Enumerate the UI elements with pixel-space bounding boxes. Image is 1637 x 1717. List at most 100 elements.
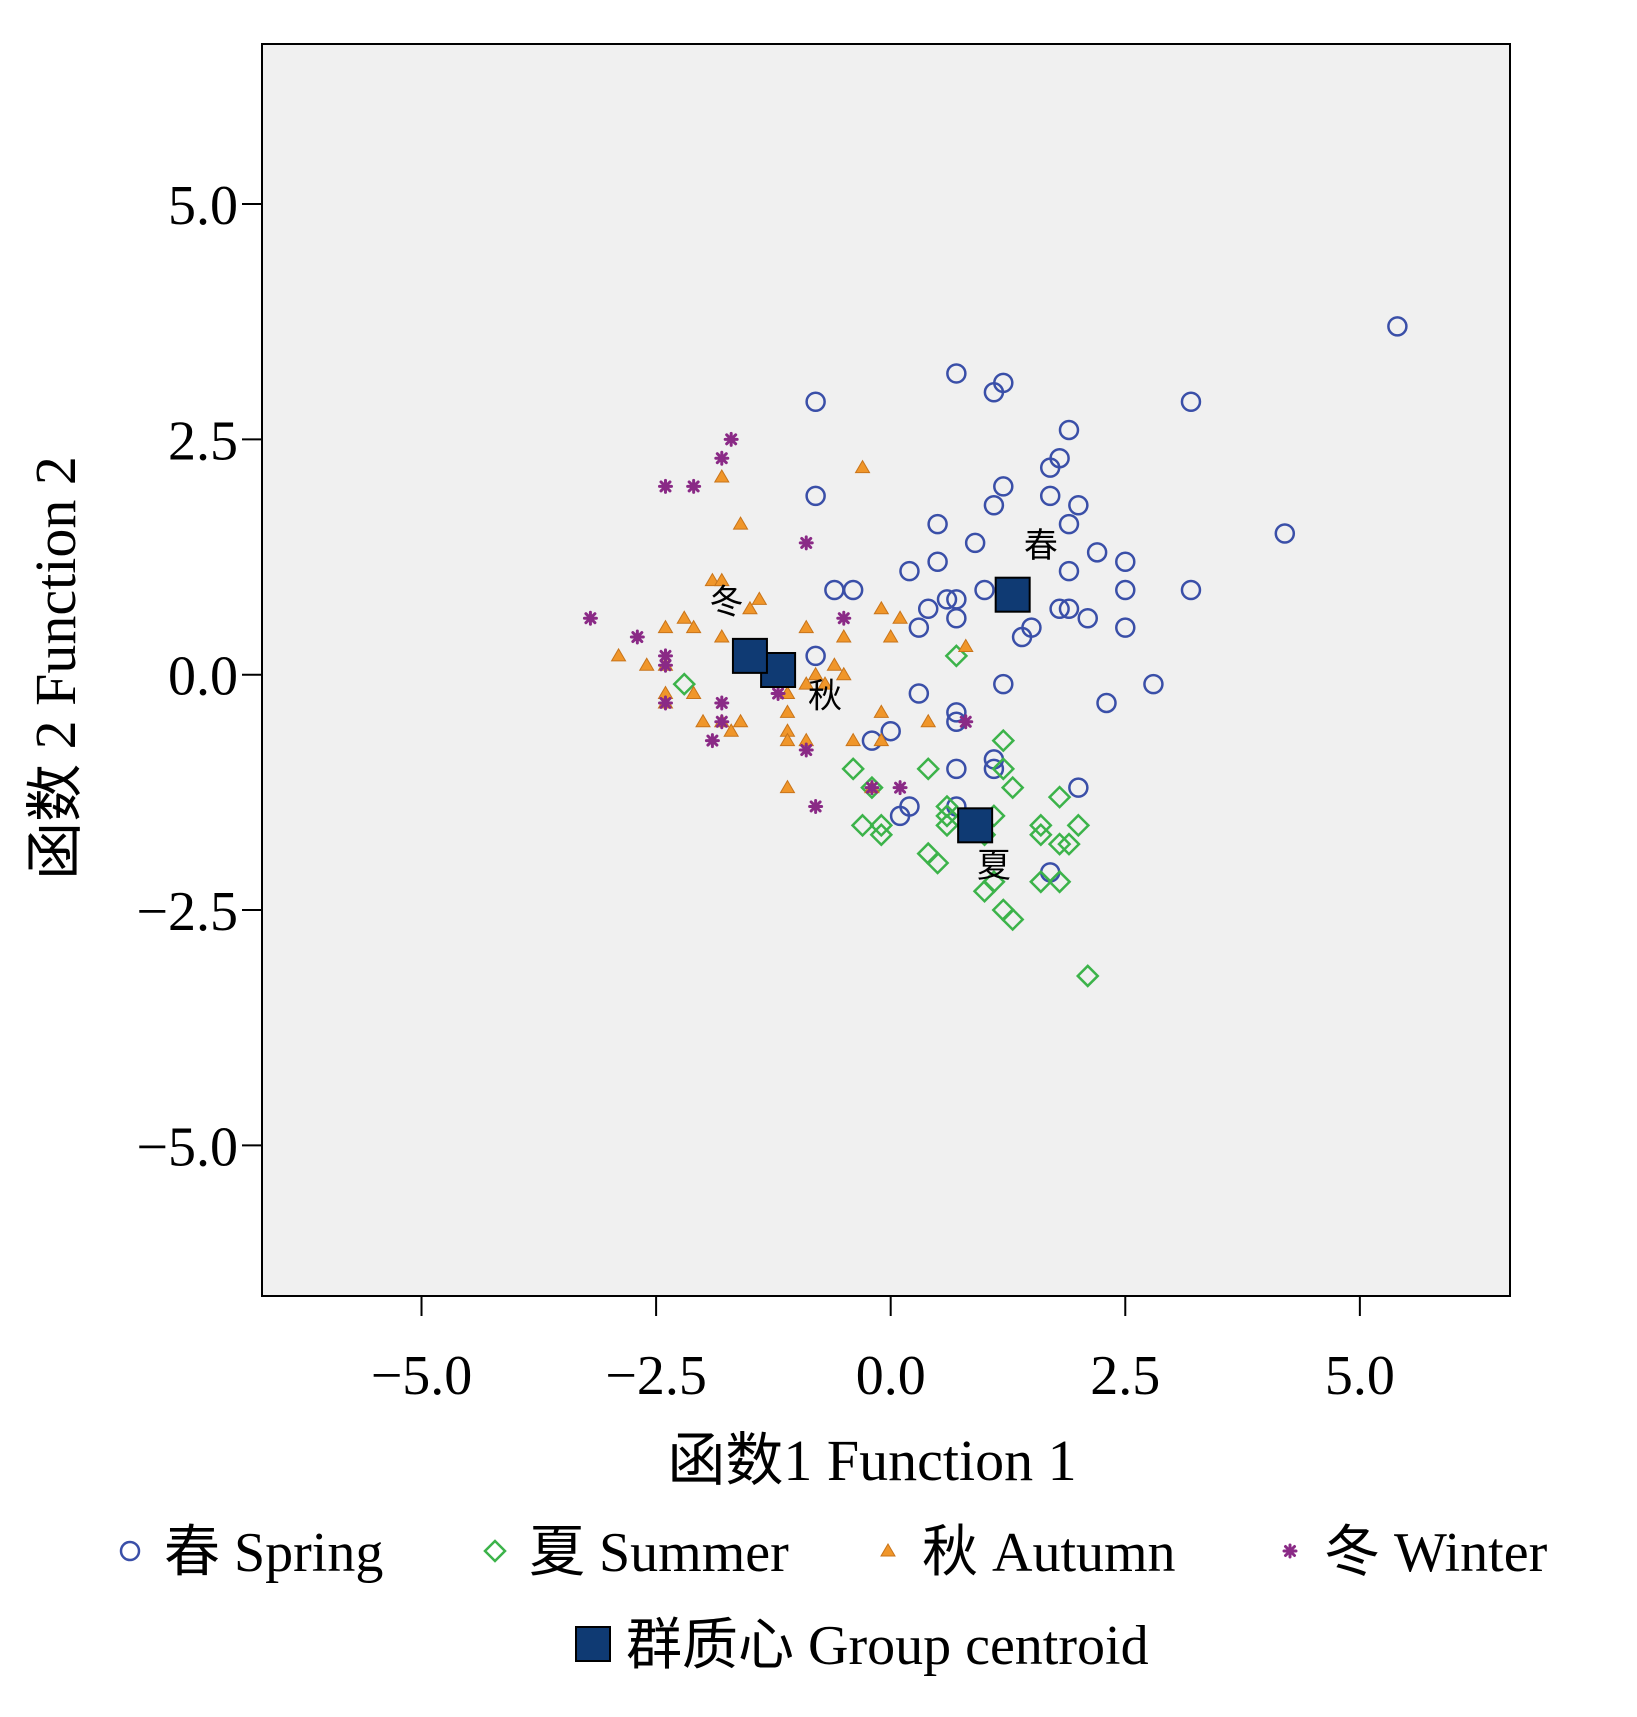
data-point [850,813,875,838]
data-point [751,591,768,605]
data-point [882,629,899,643]
data-point [798,535,814,551]
legend-marker [483,1539,507,1563]
data-point [1058,419,1080,441]
y-tick-label: 5.0 [168,175,238,237]
y-axis: −5.0 −2.5 0.0 2.5 5.0 [136,175,262,1178]
data-point [1047,832,1072,856]
data-point [835,666,852,681]
centroid-label: 夏 [977,848,1011,885]
x-axis: −5.0 −2.5 0.0 2.5 5.0 [371,1296,1395,1407]
data-point [805,645,826,667]
data-point [732,516,749,530]
data-point [582,610,598,626]
data-point [880,720,901,742]
data-point [686,478,702,494]
data-point [991,757,1016,781]
data-point [807,666,824,681]
data-point [798,742,814,758]
data-point [798,676,815,690]
data-point [713,469,730,483]
y-tick-label: −2.5 [136,881,238,943]
data-point [835,629,852,643]
legend-label: 秋 Autumn [922,1522,1176,1584]
data-point [1011,626,1033,648]
data-point [1143,673,1164,695]
data-point [916,757,940,781]
legend-marker [880,1543,896,1557]
y-tick-label: 0.0 [168,646,238,708]
data-point [672,672,697,696]
x-tick-label: −2.5 [605,1345,707,1407]
data-point [983,495,1005,516]
data-point [1115,617,1136,638]
x-tick-label: 2.5 [1090,1345,1160,1407]
data-point [638,657,655,671]
data-point [714,714,730,730]
data-point [695,713,711,728]
data-point [873,732,890,747]
data-point [946,363,967,384]
data-point [944,644,969,668]
data-point [1049,598,1070,620]
data-point [1039,457,1061,478]
data-point [836,610,852,626]
data-point [713,629,730,643]
data-point [1274,523,1296,544]
data-point [657,478,673,494]
x-tick-label: −5.0 [371,1345,473,1407]
data-point [779,704,796,718]
legend-item: 群质心 Group centroid [575,1615,1149,1677]
data-point [993,673,1014,695]
plot-area [261,43,1511,1297]
data-point [1000,907,1025,932]
series-3 [582,431,974,814]
data-point [920,713,937,728]
data-point [657,619,674,634]
data-point [1057,832,1081,856]
data-point [936,589,958,610]
centroid-point [731,637,768,674]
legend-marker [575,1626,611,1662]
data-point [1029,813,1053,838]
data-point [892,610,908,624]
y-tick-label: 2.5 [168,410,238,472]
data-point [1066,813,1091,838]
data-point [676,610,693,624]
data-point [1115,551,1136,572]
data-point [1047,870,1072,894]
legend-marker [1282,1543,1298,1559]
data-point [993,476,1014,497]
data-point [685,619,702,634]
x-tick-label: 0.0 [856,1345,926,1407]
centroid-label: 秋 [808,678,842,716]
data-point [958,714,974,730]
data-point [899,560,920,582]
data-point [1387,316,1408,337]
centroid-point [957,807,994,844]
series-4 [731,576,1031,844]
data-point [732,713,749,728]
data-point [1180,391,1202,412]
data-point [974,579,995,601]
data-point [1039,485,1061,507]
data-point [860,775,884,800]
data-point [779,779,796,794]
x-tick-label: 5.0 [1325,1345,1395,1407]
data-point [841,757,865,781]
data-point [798,619,815,634]
data-point [873,704,890,718]
data-point [983,382,1005,403]
data-point [1058,598,1080,620]
data-point [927,551,948,572]
data-point [935,813,959,838]
data-point [714,695,730,711]
data-point [1115,579,1136,601]
data-point [805,391,826,412]
data-point [1096,692,1117,714]
data-point [854,459,871,474]
data-point [1180,579,1202,601]
centroid-labels: 春夏 秋 冬 [709,527,1057,885]
data-point [845,732,862,747]
